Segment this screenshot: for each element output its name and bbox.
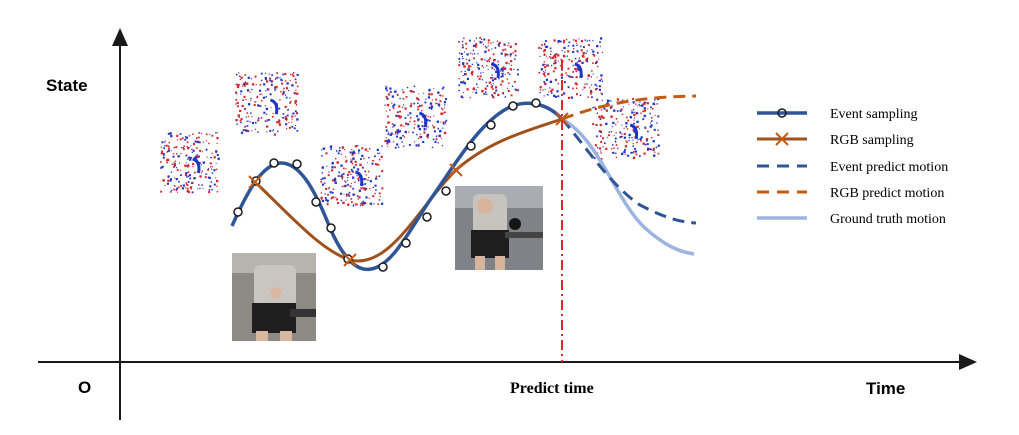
ground-truth-motion-curve bbox=[561, 117, 695, 256]
event-sample-marker bbox=[292, 159, 302, 169]
legend-item-rgb-sampling: RGB sampling bbox=[757, 132, 914, 148]
event-frame-thumbnails bbox=[160, 37, 660, 207]
legend-item-ground-truth-motion: Ground truth motion bbox=[757, 212, 946, 227]
y-axis-label: State bbox=[46, 76, 88, 95]
x-axis-label: Time bbox=[866, 379, 905, 398]
legend-label: RGB sampling bbox=[830, 133, 914, 148]
rgb-sample-points bbox=[248, 112, 569, 267]
origin-label: O bbox=[78, 378, 91, 397]
rgb-sample-marker bbox=[449, 163, 463, 177]
predict-time-label: Predict time bbox=[510, 380, 594, 397]
event-sample-marker bbox=[378, 262, 388, 272]
legend-label: RGB predict motion bbox=[830, 186, 944, 201]
event-frame-thumbnail bbox=[320, 145, 384, 207]
event-sample-marker bbox=[508, 101, 518, 111]
event-sample-points bbox=[233, 98, 541, 272]
event-sample-marker bbox=[486, 120, 496, 130]
event-sample-marker bbox=[269, 158, 279, 168]
event-sample-marker bbox=[422, 212, 432, 222]
event-frame-thumbnail bbox=[160, 132, 220, 194]
rgb-sampling-curve bbox=[253, 117, 563, 263]
legend-label: Ground truth motion bbox=[830, 212, 946, 227]
legend-label: Event sampling bbox=[830, 107, 918, 122]
legend: Event sampling RGB sampling Event predic… bbox=[757, 107, 948, 227]
rgb-sample-marker bbox=[343, 253, 357, 267]
event-sample-marker bbox=[466, 141, 476, 151]
legend-item-event-sampling: Event sampling bbox=[757, 107, 918, 122]
event-predict-motion-curve bbox=[560, 118, 697, 225]
event-sample-marker bbox=[531, 98, 541, 108]
rgb-frame-thumbnail bbox=[232, 253, 316, 341]
rgb-sample-marker bbox=[248, 175, 262, 189]
event-sample-marker bbox=[233, 207, 243, 217]
event-sampling-curve bbox=[230, 101, 564, 272]
event-frame-thumbnail bbox=[458, 37, 520, 99]
event-sample-marker bbox=[441, 186, 451, 196]
rgb-frame-thumbnail bbox=[455, 186, 543, 270]
legend-item-rgb-predict-motion: RGB predict motion bbox=[757, 186, 944, 201]
event-sample-marker bbox=[401, 238, 411, 248]
event-sample-marker bbox=[326, 223, 336, 233]
event-sample-marker bbox=[311, 197, 321, 207]
legend-label: Event predict motion bbox=[830, 160, 948, 175]
event-frame-thumbnail bbox=[235, 72, 299, 136]
legend-item-event-predict-motion: Event predict motion bbox=[757, 160, 948, 175]
event-frame-thumbnail bbox=[384, 85, 448, 149]
event-frame-thumbnail bbox=[538, 37, 604, 99]
rgb-sample-marker bbox=[555, 112, 569, 126]
rgb-predict-motion-curve bbox=[561, 94, 697, 121]
